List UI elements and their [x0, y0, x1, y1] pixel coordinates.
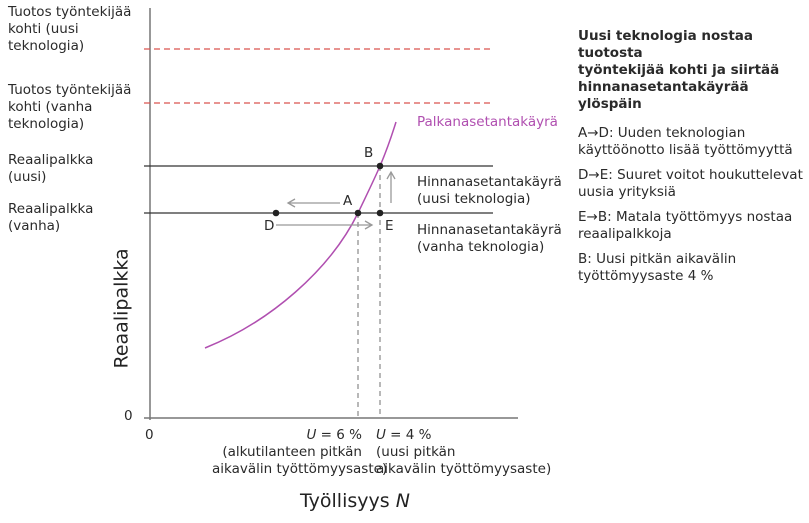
step-line: B: Uusi pitkän aikavälin: [578, 251, 737, 267]
step-line: reaalipalkkoja: [578, 226, 672, 242]
title-line: hinnanasetantakäyrää ylöspäin: [578, 79, 749, 112]
step-line: työttömyysaste 4 %: [578, 268, 714, 284]
step-line: A→D: Uuden teknologian: [578, 125, 746, 141]
y-axis-title: Reaalipalkka: [110, 248, 133, 369]
label-wage-old: Reaalipalkka (vanha): [8, 201, 93, 235]
tick-desc: aikavälin työttömyysaste): [376, 461, 552, 477]
value: = 4 %: [385, 427, 432, 443]
point-d: [272, 209, 280, 217]
label-line: (uusi teknologia): [417, 191, 531, 207]
label-line: Reaalipalkka: [8, 152, 94, 168]
point-a: [354, 209, 362, 217]
step-a-to-d: A→D: Uuden teknologian käyttöönotto lisä…: [578, 125, 808, 159]
step-line: uusia yrityksiä: [578, 184, 676, 200]
point-label-e: E: [385, 218, 394, 234]
x-title-var: N: [395, 490, 410, 512]
tick-u6: U = 6 % (alkutilanteen pitkän aikavälin …: [212, 427, 388, 478]
wage-setting-curve: [204, 121, 397, 349]
explanation-panel: Uusi teknologia nostaa tuotosta työnteki…: [578, 28, 808, 293]
label-line: Hinnanasetantakäyrä: [417, 222, 562, 238]
label-line: Reaalipalkka: [8, 201, 94, 217]
tick-desc: (uusi pitkän: [376, 444, 456, 460]
step-b: B: Uusi pitkän aikavälin työttömyysaste …: [578, 251, 808, 285]
title-line: työntekijää kohti ja siirtää: [578, 62, 780, 78]
tick-u4-value: U = 4 %: [376, 427, 551, 444]
point-label-d: D: [264, 218, 275, 234]
step-line: käyttöönotto lisää työttömyyttä: [578, 142, 793, 158]
title-line: Uusi teknologia nostaa tuotosta: [578, 28, 754, 61]
tick-desc: (alkutilanteen pitkän: [222, 444, 362, 460]
price-setting-old-label: Hinnanasetantakäyrä (vanha teknologia): [417, 222, 562, 256]
panel-title: Uusi teknologia nostaa tuotosta työnteki…: [578, 28, 808, 113]
x-title-text: Työllisyys: [300, 490, 390, 512]
x-axis-title: Työllisyys N: [300, 490, 410, 512]
label-line: Tuotos työntekijää: [8, 4, 132, 20]
tick-desc: aikavälin työttömyysaste): [212, 461, 388, 477]
wage-setting-label: Palkanasetantakäyrä: [417, 114, 558, 130]
label-line: kohti (uusi: [8, 21, 79, 37]
point-b: [376, 162, 384, 170]
step-line: E→B: Matala työttömyys nostaa: [578, 209, 793, 225]
label-line: kohti (vanha: [8, 99, 93, 115]
label-wage-new: Reaalipalkka (uusi): [8, 152, 93, 186]
step-line: D→E: Suuret voitot houkuttelevat: [578, 167, 803, 183]
tick-u6-value: U = 6 %: [212, 427, 363, 444]
y-zero-label: 0: [124, 408, 133, 424]
step-d-to-e: D→E: Suuret voitot houkuttelevat uusia y…: [578, 167, 808, 201]
label-productivity-new: Tuotos työntekijää kohti (uusi teknologi…: [8, 4, 131, 55]
label-line: teknologia): [8, 116, 85, 132]
label-line: teknologia): [8, 38, 85, 54]
label-line: (vanha teknologia): [417, 239, 545, 255]
point-e: [376, 209, 384, 217]
label-line: Hinnanasetantakäyrä: [417, 174, 562, 190]
tick-u4: U = 4 % (uusi pitkän aikavälin työttömyy…: [376, 427, 551, 478]
x-zero-label: 0: [145, 427, 154, 443]
label-line: Tuotos työntekijää: [8, 82, 132, 98]
point-label-b: B: [364, 145, 374, 161]
label-productivity-old: Tuotos työntekijää kohti (vanha teknolog…: [8, 82, 131, 133]
label-line: (uusi): [8, 169, 47, 185]
price-setting-new-label: Hinnanasetantakäyrä (uusi teknologia): [417, 174, 562, 208]
label-line: (vanha): [8, 218, 61, 234]
point-label-a: A: [343, 193, 353, 209]
var-u: U: [376, 427, 386, 443]
var-u: U: [306, 427, 317, 443]
value: = 6 %: [316, 427, 362, 443]
step-e-to-b: E→B: Matala työttömyys nostaa reaalipalk…: [578, 209, 808, 243]
